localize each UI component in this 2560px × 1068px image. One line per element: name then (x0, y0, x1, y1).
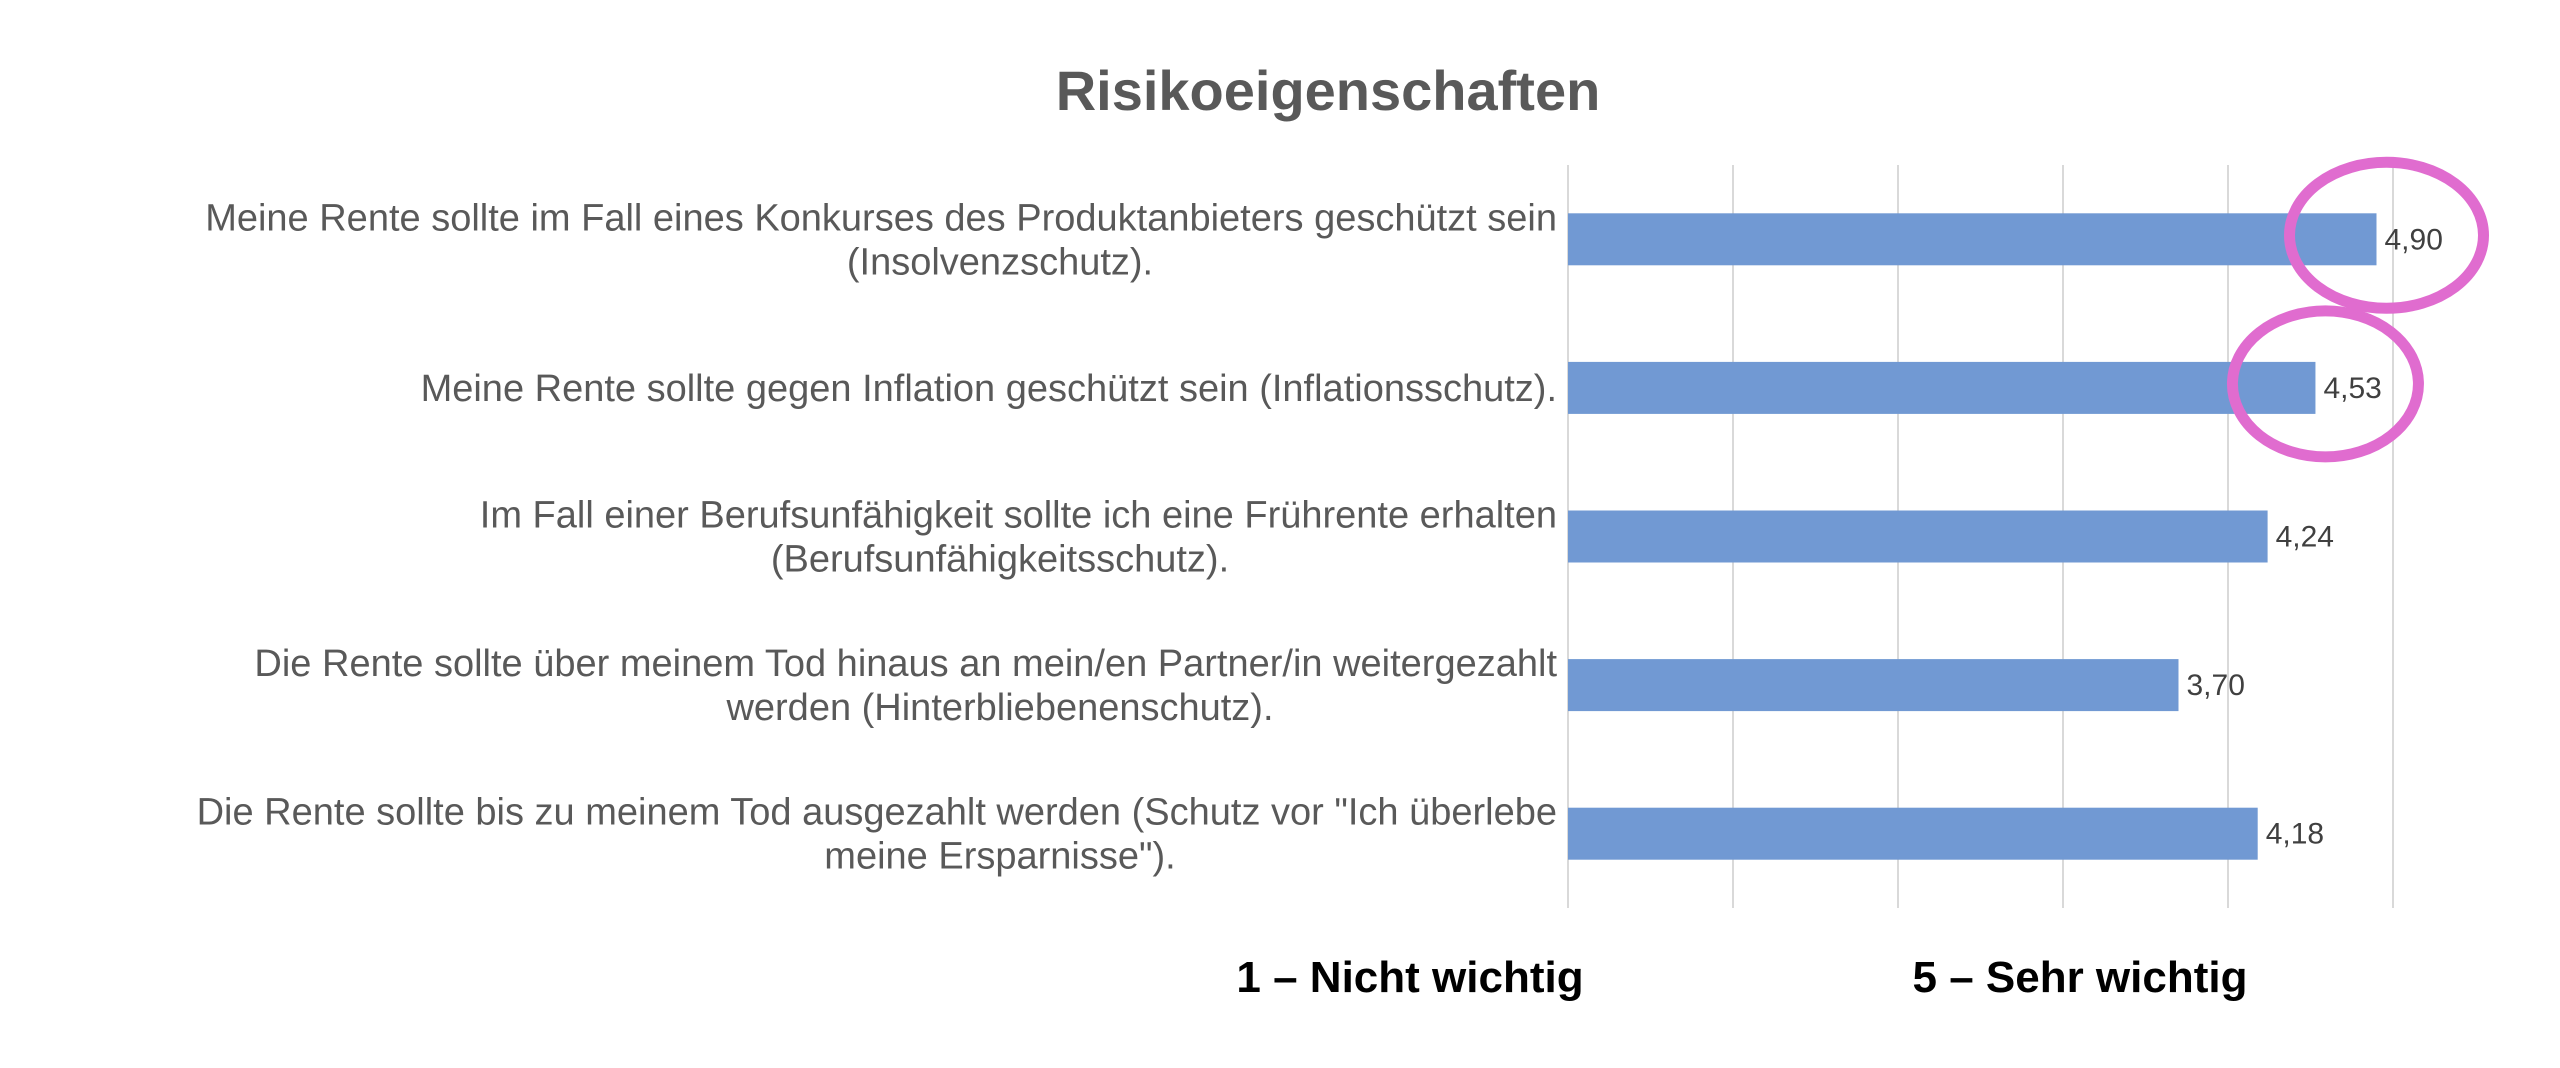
category-labels: Meine Rente sollte im Fall eines Konkurs… (197, 197, 1558, 877)
scale-label-high: 5 – Sehr wichtig (1913, 953, 2248, 1002)
category-label-line: Die Rente sollte über meinem Tod hinaus … (254, 643, 1557, 685)
bar (1568, 807, 2258, 860)
data-label: 4,24 (2276, 521, 2334, 554)
bar (1568, 213, 2377, 266)
category-label-line: Die Rente sollte bis zu meinem Tod ausge… (197, 792, 1557, 834)
category-label-line: Im Fall einer Berufsunfähigkeit sollte i… (480, 495, 1557, 537)
category-label: Die Rente sollte bis zu meinem Tod ausge… (197, 792, 1557, 878)
chart-title: Risikoeigenschaften (1056, 59, 1601, 122)
highlight-circles (2226, 156, 2489, 463)
category-label: Meine Rente sollte gegen Inflation gesch… (421, 368, 1557, 410)
highlight-circle (2284, 156, 2489, 314)
category-label-line: werden (Hinterbliebenenschutz). (725, 687, 1273, 729)
data-label: 4,90 (2385, 223, 2443, 256)
data-label: 4,53 (2323, 372, 2381, 405)
category-label: Im Fall einer Berufsunfähigkeit sollte i… (480, 495, 1557, 581)
category-label-line: Meine Rente sollte gegen Inflation gesch… (421, 368, 1557, 410)
scale-label-low: 1 – Nicht wichtig (1236, 953, 1583, 1002)
bar (1568, 659, 2179, 712)
bar (1568, 361, 2316, 414)
data-label: 4,18 (2266, 818, 2324, 851)
category-label-line: Meine Rente sollte im Fall eines Konkurs… (205, 197, 1557, 239)
bars (1568, 213, 2377, 860)
bar (1568, 510, 2268, 563)
category-label-line: (Berufsunfähigkeitsschutz). (771, 539, 1229, 581)
category-label-line: meine Ersparnisse"). (824, 836, 1175, 878)
category-label-line: (Insolvenzschutz). (847, 241, 1153, 283)
category-label: Die Rente sollte über meinem Tod hinaus … (254, 643, 1557, 729)
data-label: 3,70 (2187, 669, 2245, 702)
highlight-circle (2226, 305, 2424, 463)
category-label: Meine Rente sollte im Fall eines Konkurs… (205, 197, 1557, 283)
data-labels: 4,90 4,53 4,24 3,70 4,18 (2187, 223, 2443, 850)
